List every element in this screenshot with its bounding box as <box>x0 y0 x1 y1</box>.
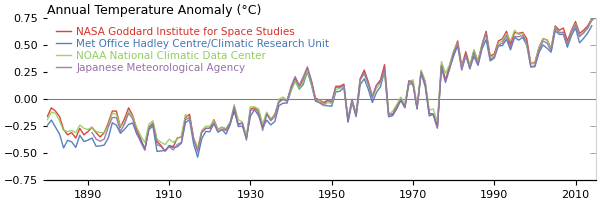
NOAA National Climatic Data Center <box>495 42 502 44</box>
Met Office Hadley Centre/Climatic Research Unit <box>194 156 201 159</box>
NASA Goddard Institute for Space Studies <box>499 38 506 40</box>
Met Office Hadley Centre/Climatic Research Unit <box>588 24 595 27</box>
Met Office Hadley Centre/Climatic Research Unit <box>377 85 384 88</box>
Legend: NASA Goddard Institute for Space Studies, Met Office Hadley Centre/Climatic Rese: NASA Goddard Institute for Space Studies… <box>53 23 332 76</box>
Japanese Meteorological Agency <box>223 129 230 132</box>
Japanese Meteorological Agency <box>564 43 571 45</box>
Japanese Meteorological Agency <box>515 35 522 38</box>
NOAA National Climatic Data Center <box>592 1 599 3</box>
NASA Goddard Institute for Space Studies <box>491 53 498 55</box>
NASA Goddard Institute for Space Studies <box>564 40 571 42</box>
NASA Goddard Institute for Space Studies <box>109 110 116 112</box>
Line: NOAA National Climatic Data Center: NOAA National Climatic Data Center <box>47 2 596 149</box>
NASA Goddard Institute for Space Studies <box>44 115 51 118</box>
Met Office Hadley Centre/Climatic Research Unit <box>166 145 173 147</box>
NASA Goddard Institute for Space Studies <box>259 126 266 129</box>
Japanese Meteorological Agency <box>211 122 218 124</box>
NOAA National Climatic Data Center <box>44 119 51 121</box>
NASA Goddard Institute for Space Studies <box>161 150 169 152</box>
Line: NASA Goddard Institute for Space Studies: NASA Goddard Institute for Space Studies <box>47 5 596 151</box>
Met Office Hadley Centre/Climatic Research Unit <box>0 125 6 128</box>
Line: Met Office Hadley Centre/Climatic Research Unit: Met Office Hadley Centre/Climatic Resear… <box>0 26 592 157</box>
Text: Annual Temperature Anomaly (°C): Annual Temperature Anomaly (°C) <box>47 4 262 17</box>
Met Office Hadley Centre/Climatic Research Unit <box>442 81 449 84</box>
Japanese Meteorological Agency <box>194 151 201 153</box>
Japanese Meteorological Agency <box>88 131 95 134</box>
NASA Goddard Institute for Space Studies <box>592 4 599 7</box>
NOAA National Climatic Data Center <box>499 40 506 42</box>
Japanese Meteorological Agency <box>592 16 599 19</box>
NOAA National Climatic Data Center <box>491 55 498 57</box>
Japanese Meteorological Agency <box>527 66 535 68</box>
Japanese Meteorological Agency <box>406 80 413 82</box>
NOAA National Climatic Data Center <box>259 123 266 125</box>
NOAA National Climatic Data Center <box>109 112 116 114</box>
NOAA National Climatic Data Center <box>194 148 201 150</box>
NASA Goddard Institute for Space Studies <box>495 40 502 42</box>
NOAA National Climatic Data Center <box>564 43 571 45</box>
Line: Japanese Meteorological Agency: Japanese Meteorological Agency <box>92 17 596 152</box>
